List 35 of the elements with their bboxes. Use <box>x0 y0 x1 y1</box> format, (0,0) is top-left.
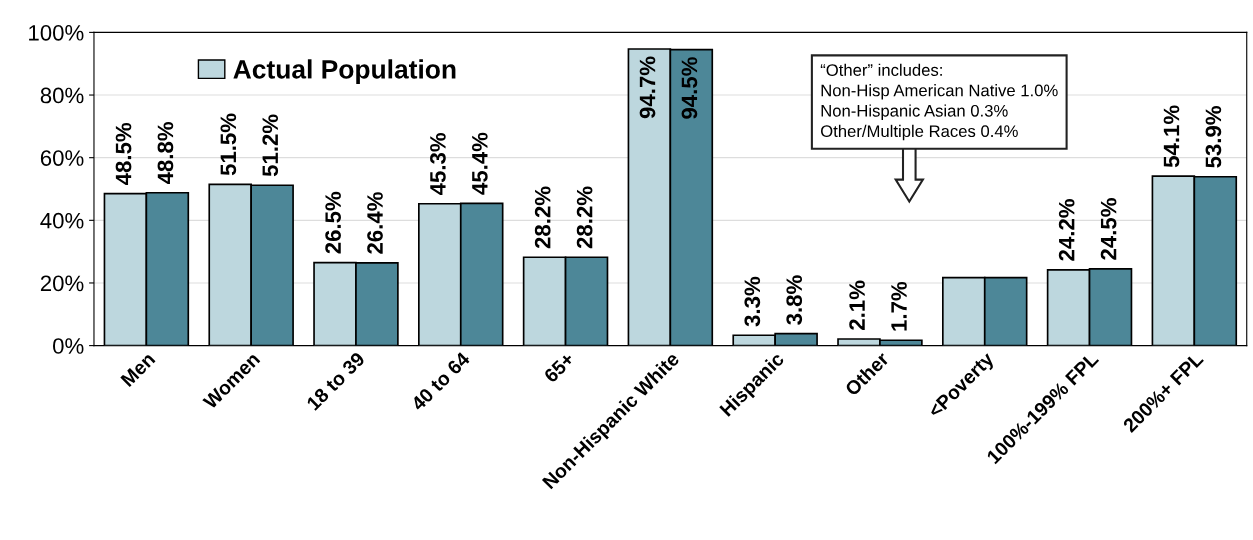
annotation: “Other” includes: <box>820 63 942 76</box>
data-label: 28.2% <box>576 186 593 249</box>
data-label: 48.8% <box>157 122 174 185</box>
data-label: 53.9% <box>1205 106 1222 168</box>
data-label: 3.3% <box>744 276 761 327</box>
data-label: 3.8% <box>786 275 803 325</box>
y-tick-label: 40% <box>40 212 84 229</box>
data-label: 28.2% <box>534 186 551 249</box>
y-tick-label: 20% <box>40 275 84 292</box>
x-tick-label: 18 to 39 <box>306 351 366 411</box>
annotation: Other/Multiple Races 0.4% <box>821 124 1018 141</box>
data-label: 24.2% <box>1058 199 1075 261</box>
y-tick-label: 80% <box>40 87 84 104</box>
data-label: 45.3% <box>430 132 446 196</box>
data-label: 45.4% <box>472 132 488 195</box>
data-label: 1.7% <box>891 281 907 331</box>
data-label: 94.5% <box>681 57 698 119</box>
data-label: 54.1% <box>1163 105 1180 168</box>
data-label: 2.1% <box>849 280 865 330</box>
y-tick-label: 60% <box>40 150 84 166</box>
data-label: 94.7% <box>639 56 656 119</box>
x-tick-label: Men <box>120 351 156 388</box>
x-tick-label: 65+ <box>543 351 576 384</box>
y-tick-label: 0% <box>53 338 84 354</box>
data-label: 26.5% <box>325 191 341 254</box>
y-tick-label: 100% <box>29 24 84 41</box>
data-label: 26.4% <box>367 192 383 254</box>
x-tick-label: 40 to 64 <box>410 350 471 412</box>
annotation: Non-Hispanic Asian 0.3% <box>821 104 1008 120</box>
data-label: 48.5% <box>115 122 132 186</box>
data-label: 51.5% <box>220 113 237 176</box>
legend-label: Actual Population <box>233 59 456 84</box>
annotation: Non-Hisp American Native 1.0% <box>821 84 1058 100</box>
data-label: 24.5% <box>1100 198 1117 260</box>
data-label: 51.2% <box>262 114 279 177</box>
